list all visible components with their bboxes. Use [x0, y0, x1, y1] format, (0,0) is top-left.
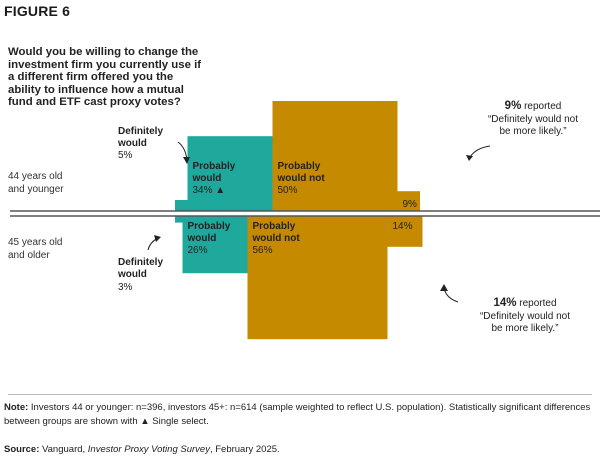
callout-bottom-pct: 14% [493, 297, 517, 309]
cat-label-younger-probably-would-l1: Probably [193, 161, 236, 172]
value-label-older-definitely-would: 3% [118, 282, 133, 293]
cat-label-older-definitely-would-l1: Definitely [118, 257, 163, 268]
callout-top-line1: reported [524, 101, 562, 112]
source-post: , February 2025. [209, 444, 280, 455]
cat-label-younger-definitely-would-l2: would [117, 138, 147, 149]
cat-label-younger-probably-would-l2: would [192, 173, 222, 184]
cat-label-older-probably-would-not-l2: would not [252, 233, 301, 244]
group-label-younger-line1: 44 years old [8, 171, 63, 182]
callout-bottom-line3: be more likely.” [491, 323, 559, 334]
value-label-older-definitely-would-not: 14% [393, 221, 413, 232]
source-line: Source: Vanguard, Investor Proxy Voting … [4, 443, 596, 457]
value-label-younger-probably-would: 34% ▲ [193, 185, 226, 196]
cat-label-older-definitely-would-l2: would [117, 269, 147, 280]
footer-divider [8, 394, 592, 395]
bar-younger-probably-would [187, 136, 273, 211]
footnote-text: Investors 44 or younger: n=396, investor… [4, 402, 591, 427]
source-title: Investor Proxy Voting Survey [87, 444, 210, 455]
bar-older-definitely-would-not [387, 216, 423, 247]
bars-layer [175, 101, 423, 340]
bar-younger-definitely-would [175, 200, 188, 211]
value-label-older-probably-would-not: 56% [253, 245, 273, 256]
bar-younger-probably-would-not [272, 101, 398, 211]
callout-bottom-line2: “Definitely would not [479, 310, 571, 322]
value-label-younger-definitely-would-not: 9% [403, 199, 418, 210]
arrow-callout-bottom [440, 284, 459, 303]
arrow-callout-top [466, 145, 491, 161]
bar-older-probably-would-not [247, 216, 388, 340]
bar-older-probably-would [182, 216, 248, 274]
cat-label-younger-definitely-would-l1: Definitely [118, 126, 163, 137]
callout-top: 9% reported “Definitely would not be mor… [468, 100, 598, 139]
figure-label: FIGURE 6 [4, 3, 71, 19]
value-label-younger-probably-would-not: 50% [278, 185, 298, 196]
chart-question: Would you be willing to change the inves… [8, 46, 202, 109]
callout-top-pct: 9% [504, 100, 522, 112]
footnote: Note: Investors 44 or younger: n=396, in… [4, 401, 596, 428]
bar-older-definitely-would [175, 216, 183, 223]
value-label-older-probably-would: 26% [188, 245, 208, 256]
cat-label-older-probably-would-l1: Probably [188, 221, 231, 232]
callout-top-line3: be more likely.” [499, 126, 567, 137]
group-label-older: 45 years old and older [8, 236, 62, 262]
arrow-definitely-would-younger [177, 141, 190, 164]
source-label: Source: [4, 444, 40, 455]
group-label-younger-line2: and younger [8, 184, 64, 195]
callout-bottom-line1: reported [519, 298, 557, 309]
cat-label-younger-probably-would-not-l2: would not [277, 173, 326, 184]
footnote-label: Note: [4, 402, 29, 413]
callout-bottom: 14% reported “Definitely would not be mo… [455, 297, 595, 336]
bar-younger-definitely-would-not [397, 191, 420, 211]
group-label-older-line1: 45 years old [8, 237, 63, 248]
value-label-younger-definitely-would: 5% [118, 150, 133, 161]
arrow-definitely-would-older [147, 235, 161, 251]
cat-label-younger-probably-would-not-l1: Probably [278, 161, 321, 172]
callout-top-line2: “Definitely would not [487, 113, 579, 125]
cat-label-older-probably-would-not-l1: Probably [253, 221, 296, 232]
group-label-younger: 44 years old and younger [8, 170, 64, 196]
source-pre: Vanguard, [42, 444, 88, 455]
cat-label-older-probably-would-l2: would [187, 233, 217, 244]
group-label-older-line2: and older [8, 250, 50, 261]
